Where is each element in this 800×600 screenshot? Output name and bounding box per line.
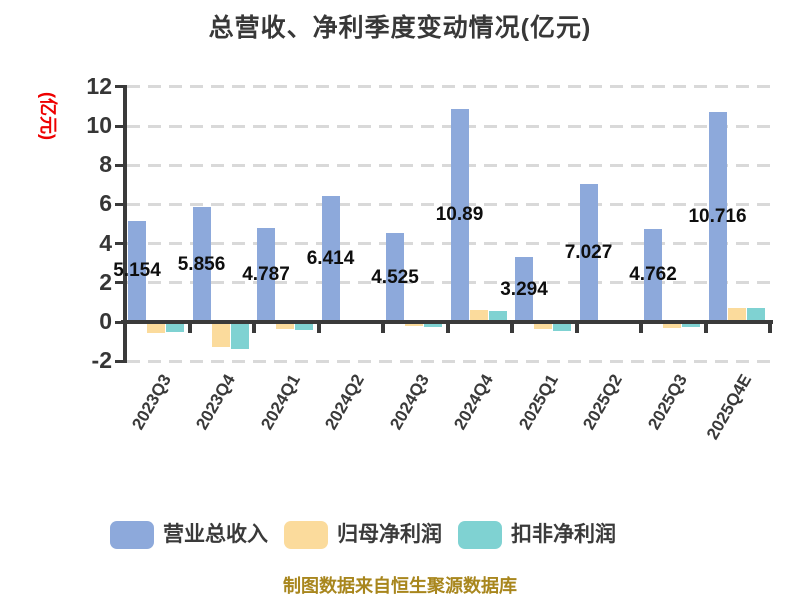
x-tick-2 [252, 324, 256, 333]
gridline-y2 [127, 281, 772, 285]
x-label-2025Q2: 2025Q2 [579, 371, 627, 433]
y-tick-12 [115, 85, 123, 89]
value-label-2024Q1: 4.787 [242, 264, 290, 286]
legend-item-total-revenue: 营业总收入 [110, 521, 268, 549]
deducted-net-profit-bar-2025Q1 [553, 322, 571, 331]
x-tick-0 [123, 324, 127, 333]
x-tick-4 [381, 324, 385, 333]
legend-label-net-profit: 归母净利润 [337, 523, 442, 546]
net-profit-bar-2025Q1 [534, 322, 552, 329]
value-label-2024Q4: 10.89 [435, 204, 484, 226]
value-label-2024Q3: 4.525 [371, 266, 419, 288]
y-tick-0 [115, 320, 123, 324]
x-label-2024Q4: 2024Q4 [450, 371, 498, 433]
legend: 营业总收入 归母净利润 扣非净利润 [110, 521, 616, 549]
y-tick-label--2: -2 [91, 347, 112, 374]
x-label-2025Q3: 2025Q3 [644, 371, 691, 433]
value-label-2025Q4E: 10.716 [688, 205, 747, 227]
y-axis-line [123, 85, 127, 364]
y-tick-label-6: 6 [99, 190, 112, 217]
legend-item-deducted-net-profit: 扣非净利润 [458, 521, 616, 549]
x-tick-9 [703, 324, 708, 333]
deducted-net-profit-bar-2023Q4 [230, 322, 249, 350]
y-tick-2 [115, 281, 123, 285]
total-revenue-bar-2024Q1 [257, 228, 275, 322]
total-revenue-bar-2023Q4 [192, 207, 211, 322]
gridline-y8 [127, 163, 772, 167]
gridline-y10 [127, 124, 772, 128]
y-tick-label-0: 0 [99, 308, 112, 334]
x-axis-zero-line [121, 320, 773, 324]
y-tick-10 [115, 124, 123, 128]
deducted-net-profit-bar-2024Q1 [295, 322, 313, 331]
y-tick-label-4: 4 [99, 229, 112, 256]
legend-swatch-net-profit [284, 521, 328, 549]
net-profit-bar-2024Q4 [469, 310, 488, 322]
deducted-net-profit-bar-2023Q3 [166, 322, 184, 332]
net-profit-bar-2023Q3 [147, 322, 165, 333]
x-label-2024Q2: 2024Q2 [321, 371, 369, 433]
value-label-2023Q3: 5.154 [113, 260, 161, 282]
x-tick-10 [768, 324, 772, 333]
total-revenue-bar-2025Q4E [708, 111, 727, 322]
y-tick--2 [115, 359, 123, 363]
value-label-2024Q2: 6.414 [306, 248, 355, 270]
total-revenue-bar-2024Q3 [386, 233, 404, 322]
net-profit-bar-2024Q3 [405, 322, 423, 327]
value-label-2025Q1: 3.294 [500, 278, 548, 300]
deducted-net-profit-bar-2025Q3 [682, 322, 700, 327]
y-axis-unit-label: (亿元) [38, 92, 58, 140]
deducted-net-profit-bar-2025Q4E [746, 307, 765, 322]
y-tick-4 [115, 242, 123, 246]
total-revenue-bar-2025Q3 [644, 228, 662, 322]
x-label-2025Q4E: 2025Q4E [702, 371, 756, 443]
x-tick-6 [510, 324, 514, 333]
gridline-y12 [127, 85, 772, 89]
gridline-y-2 [127, 359, 772, 363]
net-profit-bar-2025Q4E [727, 307, 746, 322]
total-revenue-bar-2025Q1 [515, 257, 533, 322]
legend-label-total-revenue: 营业总收入 [163, 523, 268, 546]
legend-swatch-total-revenue [110, 521, 154, 549]
y-tick-label-8: 8 [99, 151, 112, 178]
y-tick-label-12: 12 [86, 72, 112, 99]
deducted-net-profit-bar-2024Q3 [424, 322, 442, 328]
x-label-2025Q1: 2025Q1 [515, 371, 562, 433]
value-label-2025Q3: 4.762 [629, 264, 677, 286]
value-label-2025Q2: 7.027 [564, 242, 613, 264]
chart-title: 总营收、净利季度变动情况(亿元) [208, 14, 592, 42]
legend-item-net-profit: 归母净利润 [284, 521, 442, 549]
x-tick-8 [639, 324, 643, 333]
x-tick-5 [445, 324, 450, 333]
total-revenue-bar-2024Q2 [321, 196, 340, 322]
total-revenue-bar-2023Q3 [128, 220, 146, 322]
x-label-2024Q1: 2024Q1 [257, 371, 304, 433]
total-revenue-bar-2025Q2 [579, 184, 598, 322]
y-tick-label-10: 10 [86, 112, 112, 138]
legend-swatch-deducted-net-profit [458, 521, 502, 549]
x-label-2023Q4: 2023Q4 [192, 371, 240, 433]
value-label-2023Q4: 5.856 [177, 253, 226, 275]
x-label-2023Q3: 2023Q3 [128, 371, 175, 433]
net-profit-bar-2025Q3 [663, 322, 681, 328]
y-tick-6 [115, 202, 123, 206]
gridline-y6 [127, 202, 772, 206]
deducted-net-profit-bar-2024Q4 [488, 311, 507, 322]
total-revenue-bar-2024Q4 [450, 108, 469, 322]
y-tick-label-2: 2 [99, 268, 112, 295]
x-tick-7 [574, 324, 579, 333]
x-tick-1 [187, 324, 192, 333]
x-label-2024Q3: 2024Q3 [386, 371, 433, 433]
x-tick-3 [316, 324, 321, 333]
data-source-note: 制图数据来自恒生聚源数据库 [283, 576, 517, 596]
gridline-y4 [127, 242, 772, 246]
net-profit-bar-2023Q4 [211, 322, 230, 347]
net-profit-bar-2024Q1 [276, 322, 294, 330]
legend-label-deducted-net-profit: 扣非净利润 [511, 523, 616, 546]
y-tick-8 [115, 163, 123, 167]
